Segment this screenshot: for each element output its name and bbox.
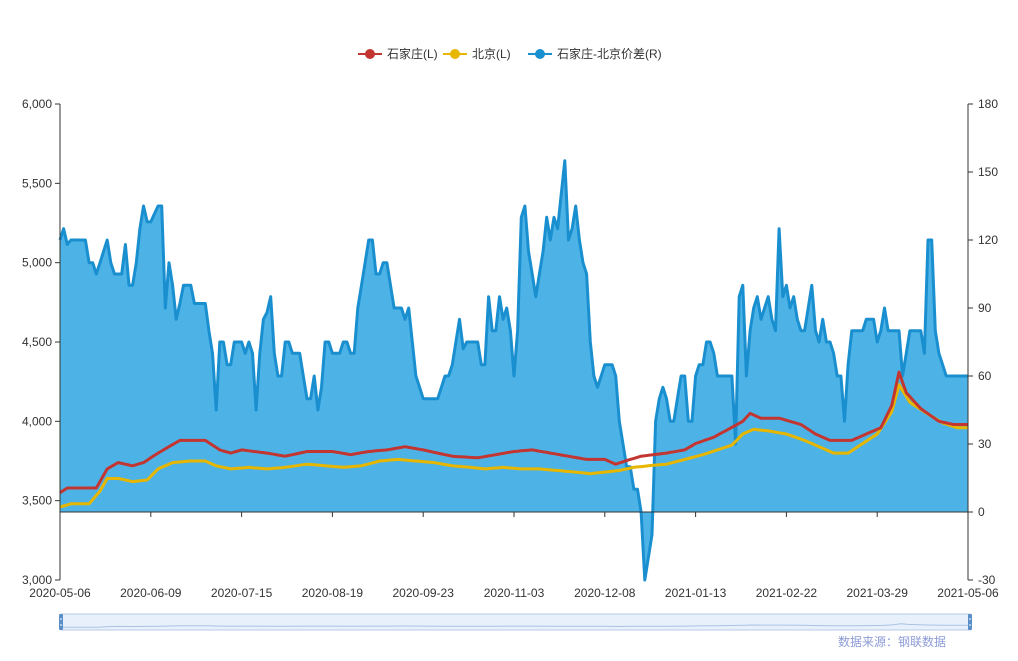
legend[interactable]: 石家庄(L) 北京(L) 石家庄-北京价差(R): [358, 46, 662, 61]
x-tick-label: 2021-01-13: [665, 586, 727, 600]
right-tick-label: 60: [978, 369, 992, 383]
left-tick-label: 6,000: [22, 97, 52, 111]
left-tick-label: 5,500: [22, 176, 52, 190]
right-tick-label: 30: [978, 437, 992, 451]
x-tick-label: 2020-12-08: [574, 586, 636, 600]
plot-area: [58, 159, 968, 582]
right-tick-label: 0: [978, 505, 985, 519]
data-zoom-slider[interactable]: [59, 613, 972, 631]
legend-label: 北京(L): [472, 47, 511, 61]
x-tick-label: 2020-07-15: [211, 586, 273, 600]
legend-label: 石家庄-北京价差(R): [557, 46, 662, 61]
left-tick-label: 4,500: [22, 335, 52, 349]
beijing-line: [59, 383, 968, 509]
spread-line: [58, 159, 968, 582]
right-tick-label: -30: [978, 573, 996, 587]
legend-item[interactable]: 石家庄(L): [358, 46, 438, 61]
slider-track[interactable]: [60, 613, 971, 631]
left-tick-label: 3,500: [22, 494, 52, 508]
left-tick-label: 3,000: [22, 573, 52, 587]
right-tick-label: 120: [978, 233, 998, 247]
legend-dot-icon: [365, 49, 375, 59]
shijiazhuang-line: [59, 370, 968, 494]
legend-dot-icon: [535, 49, 545, 59]
legend-item[interactable]: 石家庄-北京价差(R): [528, 46, 662, 61]
x-tick-label: 2020-09-23: [393, 586, 455, 600]
slider-right-handle[interactable]: [968, 614, 972, 630]
slider-handle-grip-icon: [968, 614, 972, 630]
x-tick-label: 2021-05-06: [937, 586, 999, 600]
slider-left-handle[interactable]: [59, 614, 63, 630]
x-tick-label: 2020-08-19: [302, 586, 364, 600]
x-tick-label: 2020-05-06: [29, 586, 91, 600]
x-tick-label: 2020-06-09: [120, 586, 182, 600]
slider-preview-line: [60, 623, 970, 628]
left-tick-label: 5,000: [22, 256, 52, 270]
axes: 3,000 3,500 4,000 4,500 5,000 5,500 6,000 -30 0 3…: [22, 97, 999, 600]
legend-label: 石家庄(L): [387, 46, 438, 61]
x-tick-label: 2021-03-29: [847, 586, 909, 600]
x-tick-label: 2020-11-03: [484, 586, 545, 600]
right-tick-label: 90: [978, 301, 992, 315]
slider-handle-grip-icon: [59, 614, 63, 630]
x-tick-label: 2021-02-22: [756, 586, 818, 600]
data-source-note: 数据来源：钢联数据: [837, 635, 946, 649]
legend-dot-icon: [450, 49, 460, 59]
right-tick-label: 150: [978, 165, 998, 179]
spread-area: [60, 160, 968, 580]
right-tick-label: 180: [978, 97, 998, 111]
legend-item[interactable]: 北京(L): [443, 47, 511, 61]
left-tick-label: 4,000: [22, 414, 52, 428]
